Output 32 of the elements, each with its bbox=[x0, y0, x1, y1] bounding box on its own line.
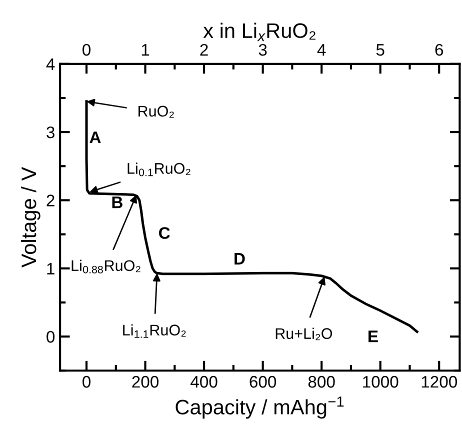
y-tick-label: 4 bbox=[46, 58, 55, 70]
x-tick-label: 200 bbox=[132, 376, 159, 388]
annotation: E bbox=[368, 330, 378, 342]
annotation: Li$_{1.1}$RuO₂ bbox=[123, 324, 186, 338]
y-axis-title: Voltage / V bbox=[20, 166, 40, 268]
annotation: RuO₂ bbox=[138, 106, 174, 118]
y-tick-label: 1 bbox=[47, 262, 54, 274]
x-tick-label: 400 bbox=[190, 376, 218, 388]
annotation: A bbox=[90, 132, 101, 144]
x-tick-label: 0 bbox=[82, 376, 90, 388]
x2-tick-label: 3 bbox=[258, 44, 267, 56]
y-tick-label: 3 bbox=[46, 126, 54, 138]
annotation: B bbox=[112, 196, 122, 208]
annotation: Ru+Li₂O bbox=[276, 328, 332, 340]
x-axis-title: Capacity / mAhg$^{−1}$ bbox=[176, 396, 344, 419]
annotation: D bbox=[234, 253, 245, 265]
annotation: Li$_{0.88}$RuO₂ bbox=[72, 260, 140, 274]
y-tick-label: 2 bbox=[46, 194, 54, 206]
x-tick-label: 800 bbox=[308, 376, 335, 388]
annotation: C bbox=[159, 227, 170, 239]
x2-tick-label: 1 bbox=[142, 44, 150, 56]
x2-tick-label: 0 bbox=[82, 44, 90, 56]
x2-tick-label: 2 bbox=[200, 44, 208, 56]
x-tick-label: 600 bbox=[250, 376, 276, 388]
x2-tick-label: 4 bbox=[317, 44, 326, 56]
x2-tick-label: 6 bbox=[435, 44, 444, 56]
x-tick-label: 1000 bbox=[363, 376, 398, 388]
x2-tick-label: 5 bbox=[376, 44, 384, 56]
y-tick-label: 0 bbox=[46, 330, 55, 343]
x2-axis-title: x in Li$_{x}$RuO₂ bbox=[203, 22, 316, 42]
annotation: Li$_{0.1}$RuO₂ bbox=[128, 162, 190, 176]
x-tick-label: 1200 bbox=[422, 376, 458, 388]
